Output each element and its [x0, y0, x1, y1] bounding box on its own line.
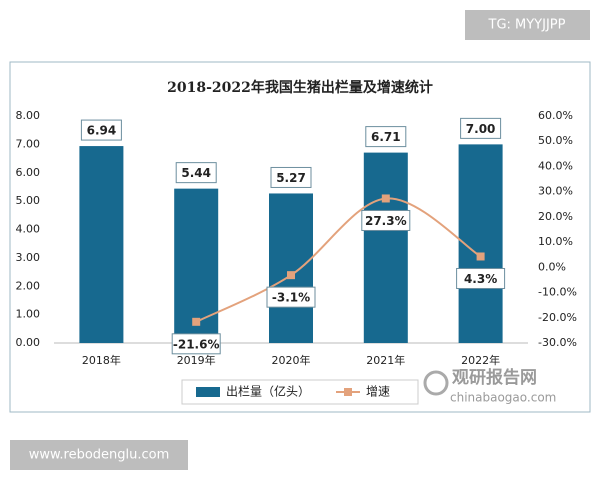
bar-label-box — [460, 117, 502, 139]
line-marker — [381, 194, 390, 203]
watermark-box — [465, 10, 590, 40]
y2-tick-label: 0.0% — [538, 260, 566, 273]
brand-name: 观研报告网 — [451, 367, 537, 388]
x-tick-label: 2022年 — [461, 353, 500, 367]
watermark-box — [10, 440, 188, 470]
legend-frame — [181, 379, 419, 405]
brand-logo — [423, 370, 449, 396]
y2-tick-label: 30.0% — [538, 185, 573, 198]
bar — [269, 193, 313, 343]
line-label-box — [171, 333, 221, 355]
watermark: www.rebodenglu.com — [29, 448, 170, 463]
bar-label-box — [80, 119, 122, 141]
y2-tick-label: 50.0% — [538, 134, 573, 147]
bar-label: 5.44 — [181, 166, 211, 180]
bar — [79, 146, 124, 343]
y2-tick-label: -20.0% — [538, 311, 577, 324]
line-marker — [476, 252, 485, 261]
y2-tick-label: 40.0% — [538, 159, 573, 172]
y2-tick-label: -30.0% — [538, 336, 577, 349]
line-marker — [287, 271, 295, 280]
chart-title: 2018-2022年我国生猪出栏量及增速统计 — [167, 79, 433, 96]
bar-label: 6.94 — [87, 124, 117, 138]
line-marker — [192, 317, 201, 326]
y2-tick-label: 60.0% — [538, 109, 573, 122]
bar-label: 7.00 — [466, 122, 496, 136]
legend-swatch — [196, 387, 220, 397]
x-tick-label: 2020年 — [272, 353, 311, 367]
bar-label: 5.27 — [276, 171, 306, 185]
line — [195, 197, 482, 323]
y-tick-label: 7.00 — [16, 137, 41, 150]
y-tick-label: 1.00 — [16, 308, 41, 321]
y-tick-label: 4.00 — [16, 223, 41, 236]
x-tick-label: 2021年 — [366, 353, 405, 367]
watermark: TG: MYYJJPP — [488, 18, 566, 33]
line-label: -3.1% — [272, 291, 310, 305]
y2-tick-label: -10.0% — [538, 286, 577, 299]
bar-label-box — [175, 162, 217, 184]
bar-label-box — [365, 126, 407, 148]
y2-tick-label: 20.0% — [538, 210, 573, 223]
bar-label: 6.71 — [371, 130, 401, 144]
line-label: 27.3% — [365, 214, 407, 228]
y-tick-label: 2.00 — [16, 279, 41, 292]
y-tick-label: 8.00 — [16, 109, 41, 122]
y2-tick-label: 10.0% — [538, 235, 573, 248]
legend-swatch — [344, 388, 352, 396]
bar-label-box — [270, 166, 312, 188]
y-tick-label: 6.00 — [16, 166, 41, 179]
x-tick-label: 2019年 — [177, 353, 216, 367]
line-label-box — [266, 286, 316, 308]
line-label-box — [456, 267, 506, 289]
legend-label: 增速 — [366, 385, 390, 399]
legend-label: 出栏量（亿头） — [226, 384, 310, 399]
bar — [363, 152, 408, 343]
y-tick-label: 5.00 — [16, 194, 41, 207]
y-tick-label: 3.00 — [16, 251, 41, 264]
y-tick-label: 0.00 — [16, 336, 41, 349]
line-label: -21.6% — [173, 337, 220, 351]
brand-site: chinabaogao.com — [450, 391, 556, 405]
bar — [174, 188, 219, 343]
line-label-box — [361, 209, 411, 231]
line-label: 4.3% — [464, 272, 497, 286]
x-tick-label: 2018年 — [82, 353, 121, 367]
